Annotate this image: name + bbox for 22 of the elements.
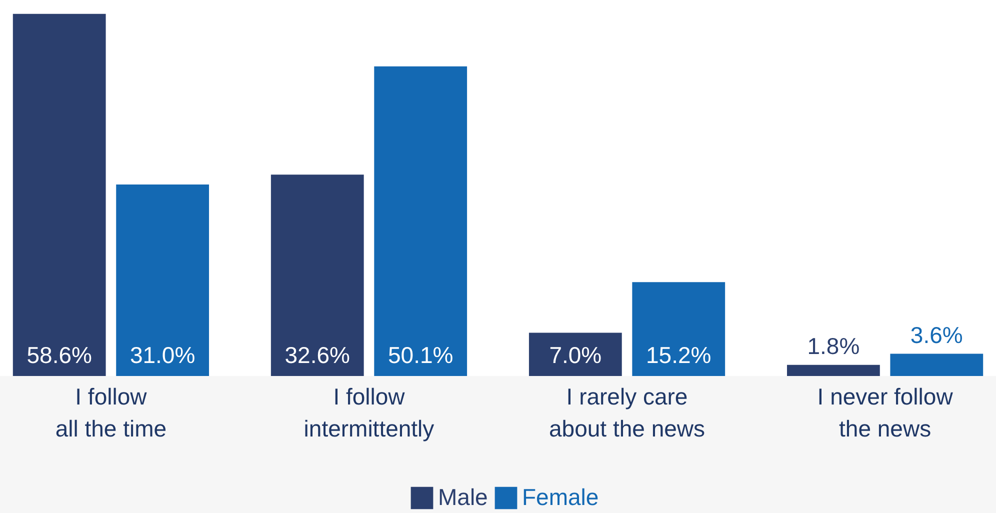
x-tick-label: I follow all the time bbox=[55, 384, 167, 442]
bar bbox=[116, 184, 210, 376]
bar bbox=[890, 354, 984, 376]
data-label: 3.6% bbox=[910, 322, 963, 348]
bar bbox=[270, 174, 364, 376]
legend-label: Female bbox=[522, 484, 599, 510]
x-tick-label: I follow intermittently bbox=[304, 384, 435, 442]
x-tick-label: I rarely care about the news bbox=[549, 384, 706, 442]
bar bbox=[786, 364, 880, 376]
data-label: 15.2% bbox=[646, 342, 712, 368]
data-label: 32.6% bbox=[284, 342, 350, 368]
data-label: 58.6% bbox=[26, 342, 92, 368]
bar bbox=[12, 14, 106, 376]
bar bbox=[632, 282, 726, 376]
legend-label: Male bbox=[438, 484, 488, 510]
bar bbox=[528, 332, 622, 376]
data-label: 1.8% bbox=[807, 332, 860, 359]
x-tick-label: I never follow the news bbox=[817, 384, 954, 442]
data-label: 31.0% bbox=[130, 342, 196, 368]
data-label: 50.1% bbox=[388, 342, 454, 368]
bar bbox=[374, 66, 468, 376]
data-label: 7.0% bbox=[549, 342, 602, 368]
